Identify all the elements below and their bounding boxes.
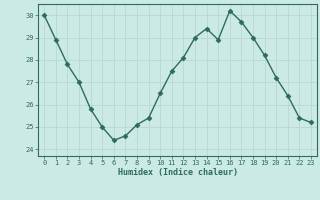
X-axis label: Humidex (Indice chaleur): Humidex (Indice chaleur) xyxy=(118,168,238,177)
